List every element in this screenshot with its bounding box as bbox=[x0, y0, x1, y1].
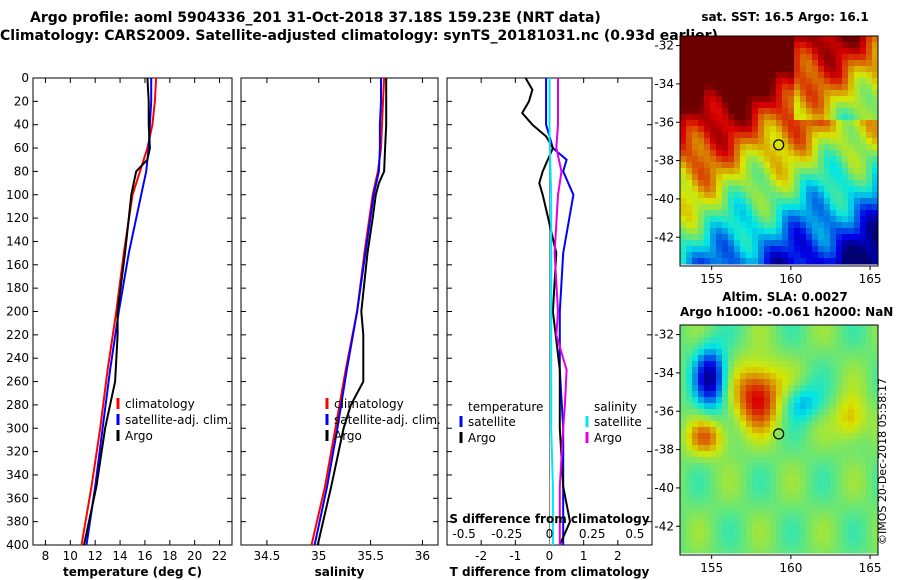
legend-label: satellite-adj. clim. bbox=[125, 413, 232, 427]
legend-label: climatology bbox=[125, 397, 195, 411]
x-axis-label: temperature (deg C) bbox=[63, 565, 202, 579]
x-tick-label: 8 bbox=[42, 549, 50, 563]
x-tick-label: 0 bbox=[546, 549, 554, 563]
altim-map bbox=[680, 325, 879, 554]
lat-tick-label: -42 bbox=[654, 230, 674, 244]
legend-label: Argo bbox=[125, 429, 153, 443]
x-top-tick-label: 0.5 bbox=[625, 527, 644, 541]
y-tick-label: 200 bbox=[6, 305, 29, 319]
y-tick-label: 280 bbox=[6, 398, 29, 412]
legend-label: satellite bbox=[594, 415, 642, 429]
y-tick-label: 160 bbox=[6, 258, 29, 272]
y-tick-label: 400 bbox=[6, 538, 29, 552]
lon-tick-label: 160 bbox=[779, 272, 802, 286]
legend-label: satellite-adj. clim. bbox=[334, 413, 441, 427]
lat-tick-label: -34 bbox=[654, 77, 674, 91]
series-line-satellite-adj-clim- bbox=[85, 78, 153, 546]
lat-tick-label: -40 bbox=[654, 481, 674, 495]
legend-label: climatology bbox=[334, 397, 404, 411]
sst-argo-marker bbox=[773, 139, 785, 151]
y-tick-label: 100 bbox=[6, 188, 29, 202]
legend-label: satellite bbox=[468, 415, 516, 429]
x-tick-label: 20 bbox=[187, 549, 202, 563]
x-top-tick-label: 0 bbox=[546, 527, 554, 541]
plot-frame-2 bbox=[240, 77, 439, 546]
x-tick-label: 16 bbox=[137, 549, 152, 563]
lat-tick-label: -32 bbox=[654, 39, 674, 53]
altim-map-frame bbox=[679, 324, 879, 556]
legend-label: Argo bbox=[334, 429, 362, 443]
series-line-t-argo bbox=[520, 77, 572, 546]
y-tick-label: 40 bbox=[14, 118, 29, 132]
x-tick-label: 36 bbox=[415, 549, 430, 563]
legend-heading: salinity bbox=[594, 400, 637, 414]
y-tick-label: 380 bbox=[6, 515, 29, 529]
x-top-axis-label: S difference from climatology bbox=[449, 512, 649, 526]
x-axis-label: T difference from climatology bbox=[450, 565, 650, 579]
lon-tick-label: 160 bbox=[779, 561, 802, 575]
x-tick-label: 1 bbox=[580, 549, 588, 563]
plot-frame-1 bbox=[32, 77, 233, 546]
sst-map-title: sat. SST: 16.5 Argo: 16.1 bbox=[701, 10, 869, 24]
y-tick-label: 180 bbox=[6, 281, 29, 295]
x-top-tick-label: 0.25 bbox=[579, 527, 606, 541]
y-tick-label: 60 bbox=[14, 141, 29, 155]
x-tick-label: 35.5 bbox=[357, 549, 384, 563]
series-line-argo bbox=[316, 78, 388, 546]
lat-tick-label: -42 bbox=[654, 519, 674, 533]
y-tick-label: 140 bbox=[6, 234, 29, 248]
lat-tick-label: -40 bbox=[654, 192, 674, 206]
x-tick-label: 2 bbox=[614, 549, 622, 563]
x-tick-label: -2 bbox=[475, 549, 487, 563]
x-tick-label: 12 bbox=[88, 549, 103, 563]
imos-watermark: ©IMOS 20-Dec-2018 05:58:17 bbox=[876, 378, 889, 545]
x-tick-label: 14 bbox=[112, 549, 127, 563]
title-line2: Climatology: CARS2009. Satellite-adjuste… bbox=[0, 28, 718, 44]
sst-map-frame bbox=[679, 35, 879, 267]
y-tick-label: 20 bbox=[14, 94, 29, 108]
lat-tick-label: -36 bbox=[654, 404, 674, 418]
x-tick-label: -1 bbox=[509, 549, 521, 563]
legend-label: Argo bbox=[594, 431, 622, 445]
lon-tick-label: 155 bbox=[700, 561, 723, 575]
x-tick-label: 10 bbox=[63, 549, 78, 563]
lat-tick-label: -36 bbox=[654, 115, 674, 129]
altim-map-title-line2: Argo h1000: -0.061 h2000: NaN bbox=[680, 305, 894, 319]
lon-tick-label: 165 bbox=[859, 561, 882, 575]
sst-map bbox=[680, 36, 879, 265]
series-line-s-argo bbox=[553, 78, 568, 545]
altim-argo-marker bbox=[773, 428, 785, 440]
x-top-tick-label: -0.5 bbox=[452, 527, 475, 541]
lon-tick-label: 165 bbox=[859, 272, 882, 286]
x-axis-label: salinity bbox=[315, 565, 365, 579]
y-tick-label: 300 bbox=[6, 421, 29, 435]
lon-tick-label: 155 bbox=[700, 272, 723, 286]
legend-heading: temperature bbox=[468, 400, 543, 414]
lat-tick-label: -34 bbox=[654, 366, 674, 380]
series-line-argo bbox=[83, 77, 151, 546]
lat-tick-label: -38 bbox=[654, 443, 674, 457]
x-tick-label: 22 bbox=[212, 549, 227, 563]
y-tick-label: 260 bbox=[6, 375, 29, 389]
y-tick-label: 340 bbox=[6, 468, 29, 482]
x-tick-label: 34.5 bbox=[254, 549, 281, 563]
y-tick-label: 360 bbox=[6, 491, 29, 505]
altim-map-title-line1: Altim. SLA: 0.0027 bbox=[722, 290, 848, 304]
series-line-s-satellite bbox=[548, 78, 554, 545]
lat-tick-label: -32 bbox=[654, 328, 674, 342]
y-tick-label: 220 bbox=[6, 328, 29, 342]
lat-tick-label: -38 bbox=[654, 154, 674, 168]
y-tick-label: 120 bbox=[6, 211, 29, 225]
y-tick-label: 80 bbox=[14, 164, 29, 178]
legend-label: Argo bbox=[468, 431, 496, 445]
series-line-satellite-adj-clim- bbox=[313, 78, 382, 546]
title-line1: Argo profile: aoml 5904336_201 31-Oct-20… bbox=[30, 10, 601, 26]
x-tick-label: 18 bbox=[162, 549, 177, 563]
x-tick-label: 35 bbox=[311, 549, 326, 563]
x-top-tick-label: -0.25 bbox=[491, 527, 522, 541]
y-tick-label: 240 bbox=[6, 351, 29, 365]
y-tick-label: 0 bbox=[21, 71, 29, 85]
y-tick-label: 320 bbox=[6, 445, 29, 459]
